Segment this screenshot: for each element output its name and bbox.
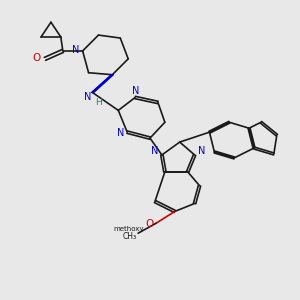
Text: N: N	[84, 92, 91, 103]
Text: O: O	[145, 219, 153, 229]
Text: H: H	[95, 98, 102, 107]
Text: N: N	[151, 146, 159, 156]
Text: O: O	[32, 53, 40, 63]
Text: methoxy: methoxy	[113, 226, 143, 232]
Text: N: N	[117, 128, 124, 138]
Text: N: N	[198, 146, 205, 156]
Text: CH₃: CH₃	[122, 232, 136, 241]
Text: N: N	[72, 45, 80, 55]
Text: N: N	[132, 85, 140, 96]
